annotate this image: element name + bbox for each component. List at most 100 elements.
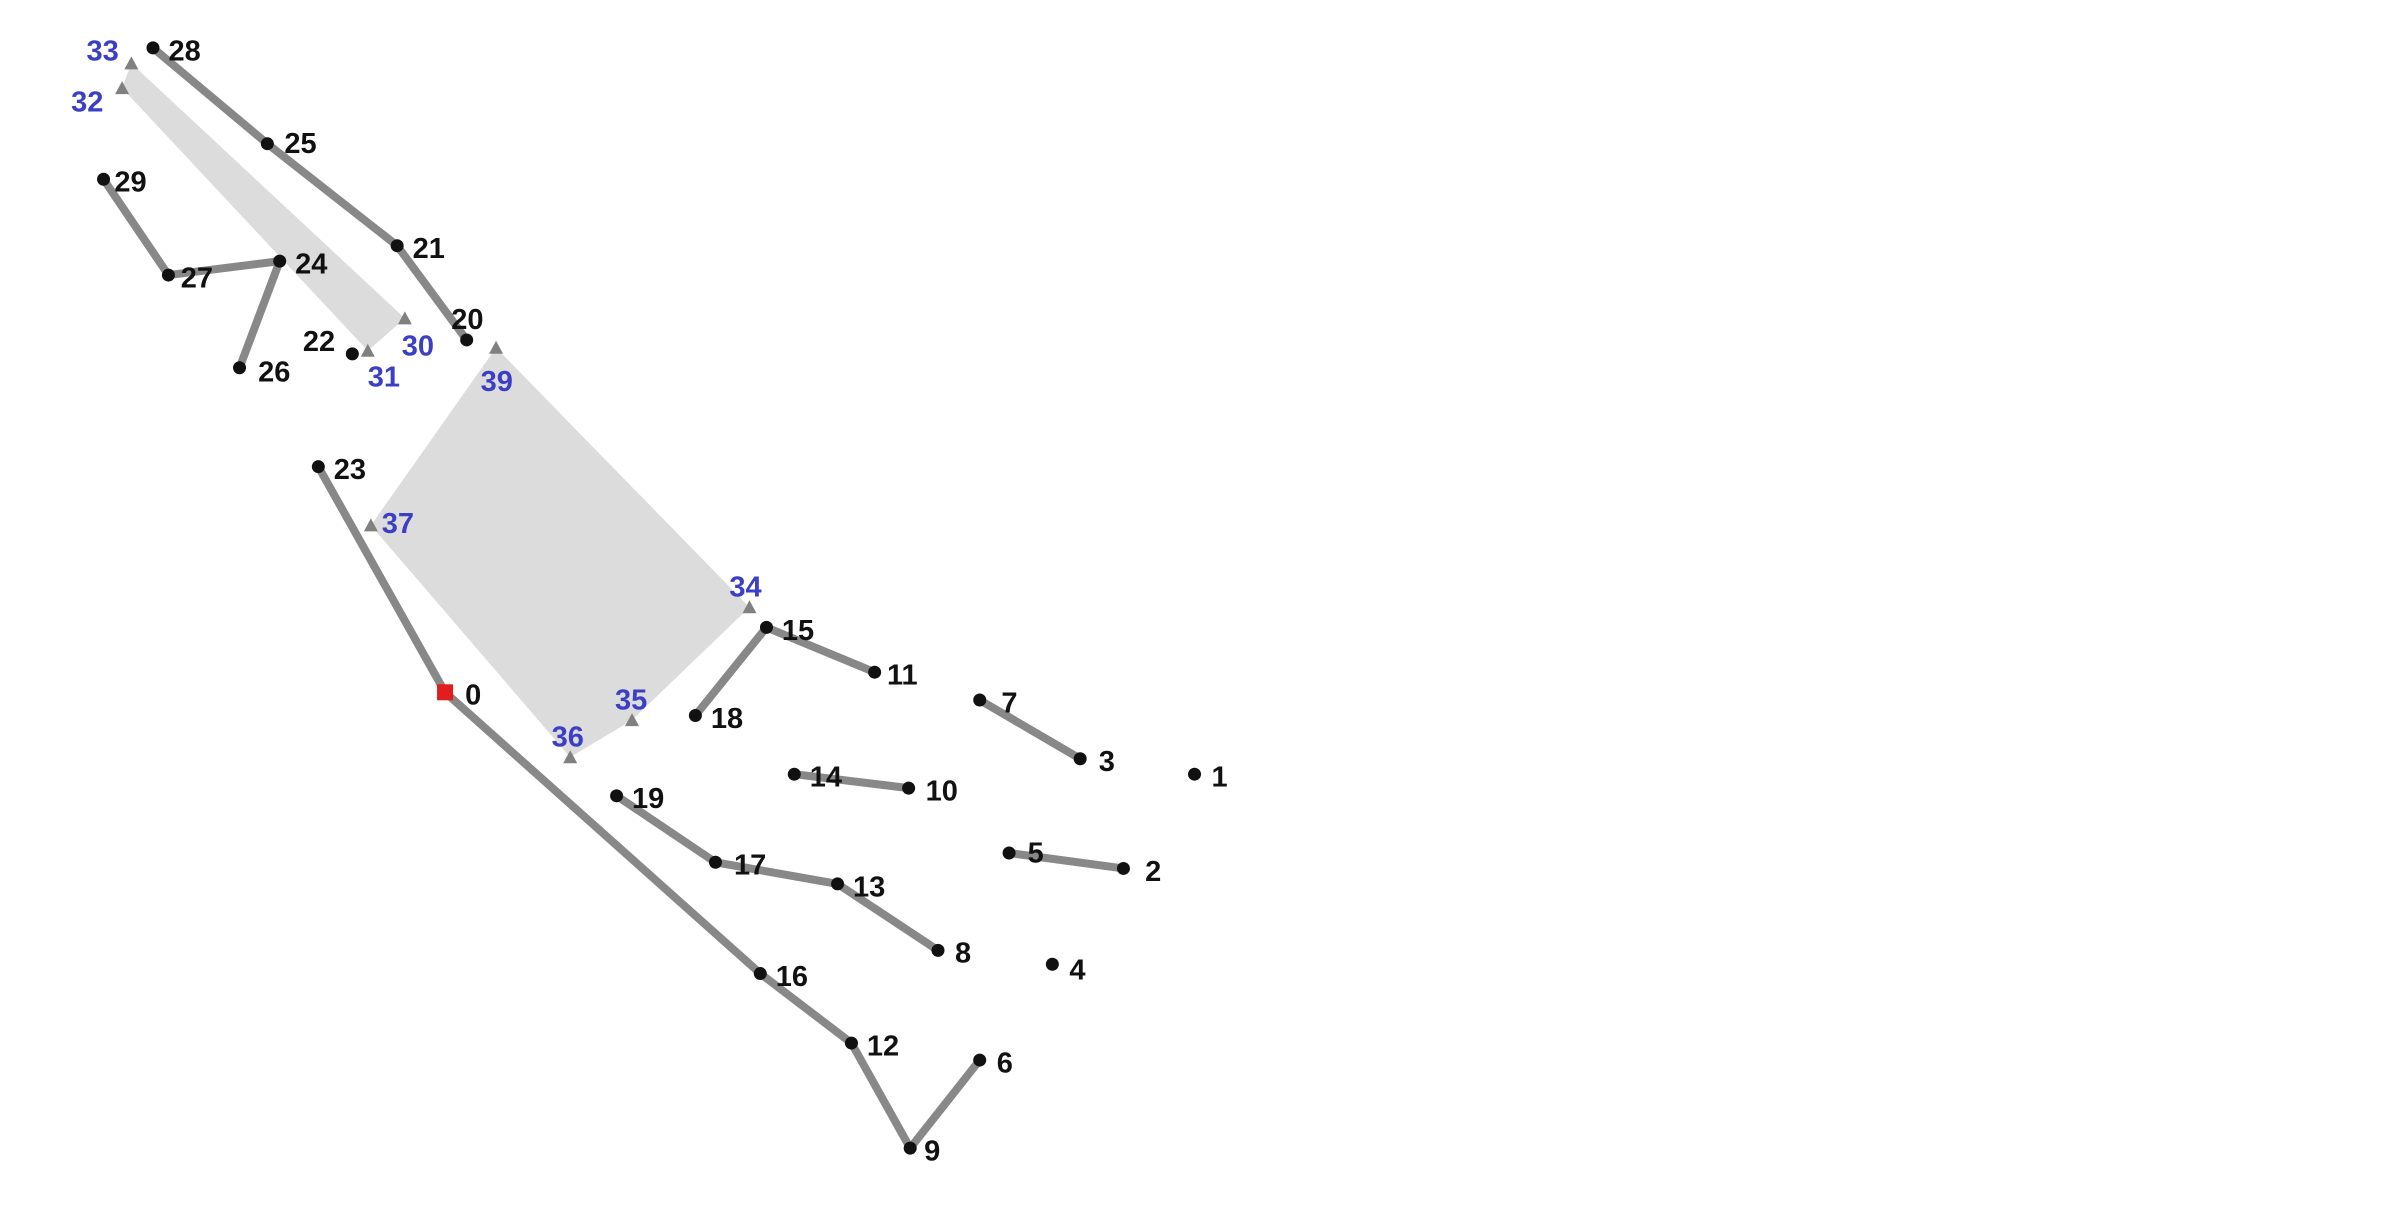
- triangle-33-label: 33: [87, 35, 119, 67]
- node-2-label: 2: [1145, 856, 1161, 888]
- node-2-marker: [1116, 861, 1130, 875]
- node-3-label: 3: [1099, 746, 1115, 778]
- edge-28-25: [148, 43, 272, 148]
- triangle-30-label: 30: [402, 330, 434, 362]
- node-28-marker: [146, 41, 160, 55]
- node-7-label: 7: [1001, 687, 1017, 719]
- triangle-37-marker: [363, 518, 378, 532]
- node-25-label: 25: [284, 128, 316, 160]
- edge-5-2: [1005, 849, 1128, 873]
- node-16-marker: [753, 967, 767, 981]
- node-18-marker: [688, 708, 702, 722]
- node-4-marker: [1045, 957, 1059, 971]
- triangle-34-label: 34: [729, 571, 761, 603]
- node-17-label: 17: [734, 850, 766, 882]
- edge-25-21: [263, 139, 402, 250]
- edge-29-27: [99, 175, 173, 280]
- node-5-marker: [1002, 846, 1016, 860]
- triangle-37-label: 37: [382, 508, 414, 540]
- node-0-label: 0: [465, 680, 481, 712]
- triangle-32-label: 32: [71, 86, 103, 118]
- triangle-30-marker: [397, 311, 412, 325]
- edge-23-0: [314, 462, 450, 697]
- edge-0-16: [441, 688, 765, 978]
- triangle-36-marker: [563, 750, 578, 764]
- edge-layer: [99, 43, 1128, 1153]
- node-17-marker: [708, 855, 722, 869]
- node-29-label: 29: [114, 167, 146, 199]
- node-23-label: 23: [334, 454, 366, 486]
- node-29-marker: [97, 172, 111, 186]
- triangle-32-marker: [115, 81, 130, 95]
- node-3-marker: [1073, 752, 1087, 766]
- node-21-label: 21: [413, 233, 445, 265]
- edge-9-6: [906, 1056, 984, 1153]
- node-19-marker: [610, 789, 624, 803]
- node-20-marker: [460, 333, 474, 347]
- node-4-label: 4: [1069, 955, 1085, 987]
- node-10-label: 10: [926, 775, 958, 807]
- triangle-35-marker: [625, 713, 640, 727]
- node-1-label: 1: [1212, 762, 1228, 794]
- node-26-label: 26: [258, 357, 290, 389]
- edge-13-8: [833, 879, 942, 955]
- node-7-marker: [973, 693, 987, 707]
- edge-15-11: [762, 623, 879, 677]
- node-13-marker: [831, 877, 845, 891]
- node-27-label: 27: [181, 262, 213, 294]
- node-8-marker: [931, 943, 945, 957]
- node-14-label: 14: [810, 762, 842, 794]
- marker-layer: [97, 41, 1202, 1155]
- edge-12-9: [847, 1039, 915, 1153]
- node-13-label: 13: [853, 871, 885, 903]
- shaded-region-1: [122, 63, 405, 351]
- triangle-35-label: 35: [615, 684, 647, 716]
- triangle-39-marker: [489, 340, 504, 354]
- node-20-label: 20: [451, 304, 483, 336]
- triangle-39-label: 39: [481, 366, 513, 398]
- node-24-marker: [273, 254, 287, 268]
- node-16-label: 16: [776, 961, 808, 993]
- label-layer: 0123456789101112131415161718192021222324…: [71, 35, 1228, 1167]
- edge-18-15: [691, 623, 771, 720]
- node-22-marker: [345, 347, 359, 361]
- node-11-label: 11: [887, 660, 918, 692]
- triangle-31-label: 31: [368, 361, 400, 393]
- shaded-region-2: [370, 347, 750, 758]
- node-18-label: 18: [711, 703, 743, 735]
- node-12-label: 12: [867, 1030, 899, 1062]
- node-10-marker: [902, 781, 916, 795]
- triangle-36-label: 36: [552, 721, 584, 753]
- node-9-marker: [903, 1141, 917, 1155]
- node-14-marker: [787, 767, 801, 781]
- node-12-marker: [844, 1036, 858, 1050]
- node-21-marker: [390, 239, 404, 253]
- edge-17-13: [711, 858, 842, 888]
- triangle-34-marker: [742, 600, 757, 614]
- node-5-label: 5: [1028, 837, 1044, 869]
- edge-21-20: [393, 241, 471, 344]
- node-15-label: 15: [782, 615, 814, 647]
- node-28-label: 28: [168, 35, 200, 67]
- node-9-label: 9: [924, 1136, 940, 1168]
- node-23-marker: [311, 460, 325, 474]
- edge-14-10: [790, 770, 913, 793]
- node-8-label: 8: [955, 938, 971, 970]
- triangle-31-marker: [360, 343, 375, 357]
- node-22-label: 22: [303, 326, 335, 358]
- node-24-label: 24: [295, 249, 327, 281]
- node-26-marker: [233, 361, 247, 375]
- node-6-marker: [973, 1053, 987, 1067]
- node-6-label: 6: [997, 1047, 1013, 1079]
- edge-27-24: [164, 257, 284, 280]
- node-11-marker: [868, 665, 882, 679]
- node-15-marker: [759, 620, 773, 634]
- node-25-marker: [260, 137, 274, 151]
- triangle-33-marker: [124, 56, 139, 70]
- edge-16-12: [756, 969, 856, 1048]
- start-node-marker: [437, 684, 454, 701]
- node-1-marker: [1188, 767, 1202, 781]
- polygon-layer: [122, 63, 750, 758]
- node-27-marker: [161, 268, 175, 282]
